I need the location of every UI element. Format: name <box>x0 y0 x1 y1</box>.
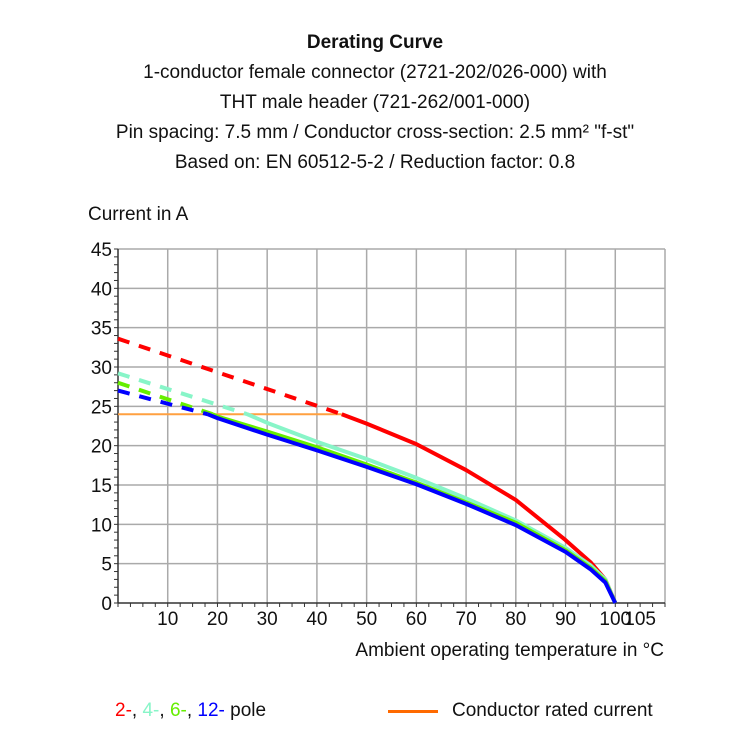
x-tick-label: 40 <box>306 609 327 630</box>
y-tick-label: 5 <box>101 555 112 576</box>
legend-poles: 2-, 4-, 6-, 12- pole <box>115 700 266 722</box>
y-tick-label: 10 <box>91 515 112 536</box>
x-tick-label: 105 <box>624 609 656 630</box>
series-2-dashed <box>117 380 214 417</box>
series-1-dashed <box>117 371 248 417</box>
x-tick-label: 70 <box>456 609 477 630</box>
chart-subtitle-1: 1-conductor female connector (2721-202/0… <box>143 62 607 83</box>
legend-pole-text: 4- <box>142 700 160 721</box>
y-axis-label: Current in A <box>88 204 189 225</box>
legend-pole-text: , <box>131 700 143 721</box>
legend-pole-text: pole <box>224 700 267 721</box>
chart-subtitle-4: Based on: EN 60512-5-2 / Reduction facto… <box>174 152 576 173</box>
legend-pole-text: 12- <box>197 700 225 721</box>
y-tick-label: 0 <box>101 594 112 615</box>
x-tick-label: 20 <box>207 609 228 630</box>
chart-title: Derating Curve <box>306 32 444 53</box>
legend-pole-text: 6- <box>169 700 187 721</box>
legend-pole-text: 2- <box>115 700 132 721</box>
legend-pole-text: , <box>186 700 198 721</box>
x-tick-label: 30 <box>257 609 278 630</box>
x-tick-label: 10 <box>157 609 178 630</box>
series-3-dashed <box>117 388 209 417</box>
chart-subtitle-2: THT male header (721-262/001-000) <box>219 92 531 113</box>
series-3-solid <box>206 412 618 604</box>
legend-pole-text: , <box>159 700 170 721</box>
y-tick-label: 25 <box>91 397 112 418</box>
x-tick-label: 100 <box>599 609 631 630</box>
y-tick-label: 15 <box>91 476 112 497</box>
x-tick-label: 50 <box>356 609 377 630</box>
legend-rated-current-swatch <box>388 710 438 713</box>
chart-subtitle-3: Pin spacing: 7.5 mm / Conductor cross-se… <box>115 122 635 143</box>
series-0-dashed <box>117 336 343 417</box>
y-tick-label: 45 <box>91 240 112 261</box>
legend-rated-current-label: Conductor rated current <box>452 700 653 721</box>
x-tick-label: 90 <box>555 609 576 630</box>
x-tick-label: 60 <box>406 609 427 630</box>
y-tick-label: 30 <box>91 358 112 379</box>
x-tick-label: 80 <box>505 609 526 630</box>
x-axis-label: Ambient operating temperature in °C <box>355 640 664 661</box>
y-tick-label: 35 <box>91 319 112 340</box>
y-tick-label: 20 <box>91 437 112 458</box>
y-tick-label: 40 <box>91 279 112 300</box>
